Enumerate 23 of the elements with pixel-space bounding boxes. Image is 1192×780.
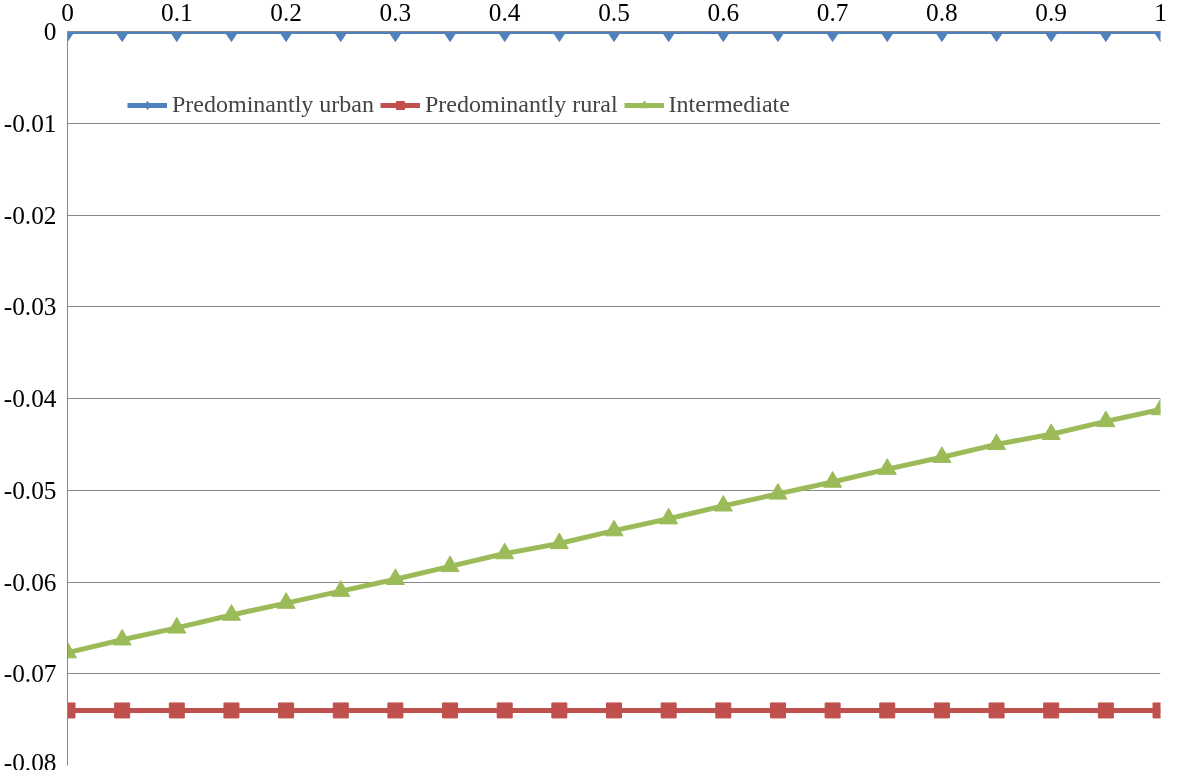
x-tick-label: 0 [61,0,74,26]
legend-label: Predominantly urban [172,91,374,118]
x-tick-label: 1 [1154,0,1167,26]
x-tick-label: 0.8 [926,0,958,26]
y-tick-label: 0 [43,17,57,45]
x-tick-label: 0.2 [270,0,302,26]
y-tick-label: -0.01 [3,108,57,137]
x-tick-label: 0.7 [816,0,849,26]
y-tick-label: -0.05 [3,475,57,504]
legend-label: Predominantly rural [424,91,618,118]
y-tick-label: -0.08 [3,747,57,776]
y-tick-label: -0.07 [3,659,57,688]
x-tick-label: 0.1 [160,0,193,26]
y-tick-label: -0.02 [3,200,57,229]
x-tick-label: 0.6 [707,0,740,26]
x-tick-label: 0.9 [1035,0,1068,26]
x-tick-label: 0.5 [598,0,630,26]
x-tick-label: 0.3 [379,0,412,26]
x-tick-label: 0.4 [488,0,521,26]
y-tick-label: -0.06 [3,567,57,596]
y-tick-label: -0.04 [3,384,57,412]
y-tick-label: -0.03 [3,292,57,321]
legend-label: Intermediate [668,91,790,118]
